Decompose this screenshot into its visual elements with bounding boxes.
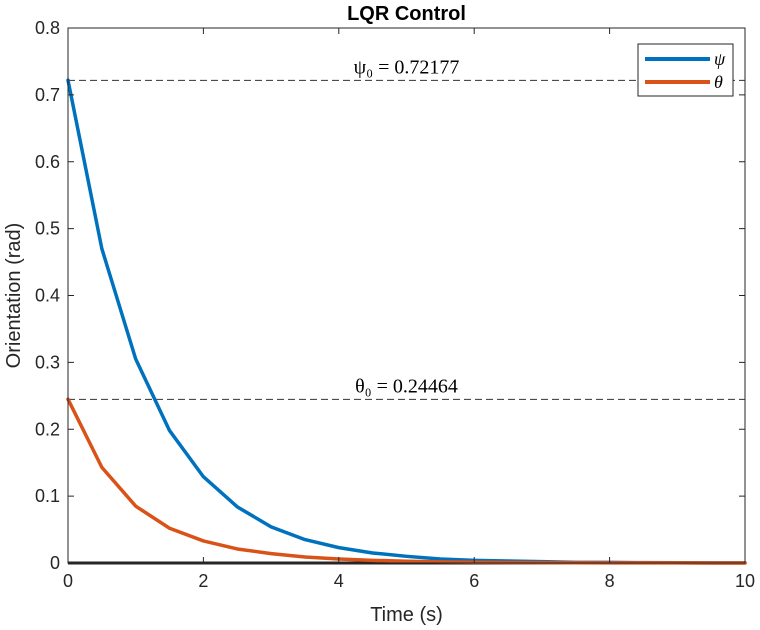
y-tick-label: 0.6 — [35, 152, 60, 172]
x-tick-label: 2 — [198, 571, 208, 591]
x-tick-label: 6 — [469, 571, 479, 591]
y-tick-label: 0.5 — [35, 219, 60, 239]
chart-title: LQR Control — [347, 3, 466, 25]
y-ticks: 0 0.1 0.2 0.3 0.4 0.5 0.6 0.7 0.8 — [35, 18, 745, 573]
x-tick-label: 8 — [605, 571, 615, 591]
reference-lines: ψ₀ = 0.72177 θ₀ = 0.24464 — [68, 56, 745, 400]
y-tick-label: 0.7 — [35, 85, 60, 105]
legend: ψθ — [637, 43, 734, 97]
x-tick-label: 4 — [334, 571, 344, 591]
legend-box — [637, 43, 734, 97]
y-tick-label: 0.8 — [35, 18, 60, 38]
y-tick-label: 0.1 — [35, 486, 60, 506]
legend-label-1: ψ — [714, 49, 726, 69]
reference-annotation: ψ₀ = 0.72177 — [354, 56, 460, 78]
y-tick-label: 0.2 — [35, 419, 60, 439]
x-tick-label: 0 — [63, 571, 73, 591]
x-tick-label: 10 — [735, 571, 755, 591]
legend-label-2: θ — [714, 72, 723, 92]
y-axis-label: Orientation (rad) — [3, 223, 25, 369]
y-tick-label: 0.4 — [35, 286, 60, 306]
y-tick-label: 0.3 — [35, 352, 60, 372]
x-ticks: 0 2 4 6 8 10 — [63, 28, 755, 591]
x-axis-label: Time (s) — [370, 604, 443, 626]
reference-annotation: θ₀ = 0.24464 — [355, 375, 458, 397]
plot-area — [68, 28, 745, 563]
y-tick-label: 0 — [50, 553, 60, 573]
